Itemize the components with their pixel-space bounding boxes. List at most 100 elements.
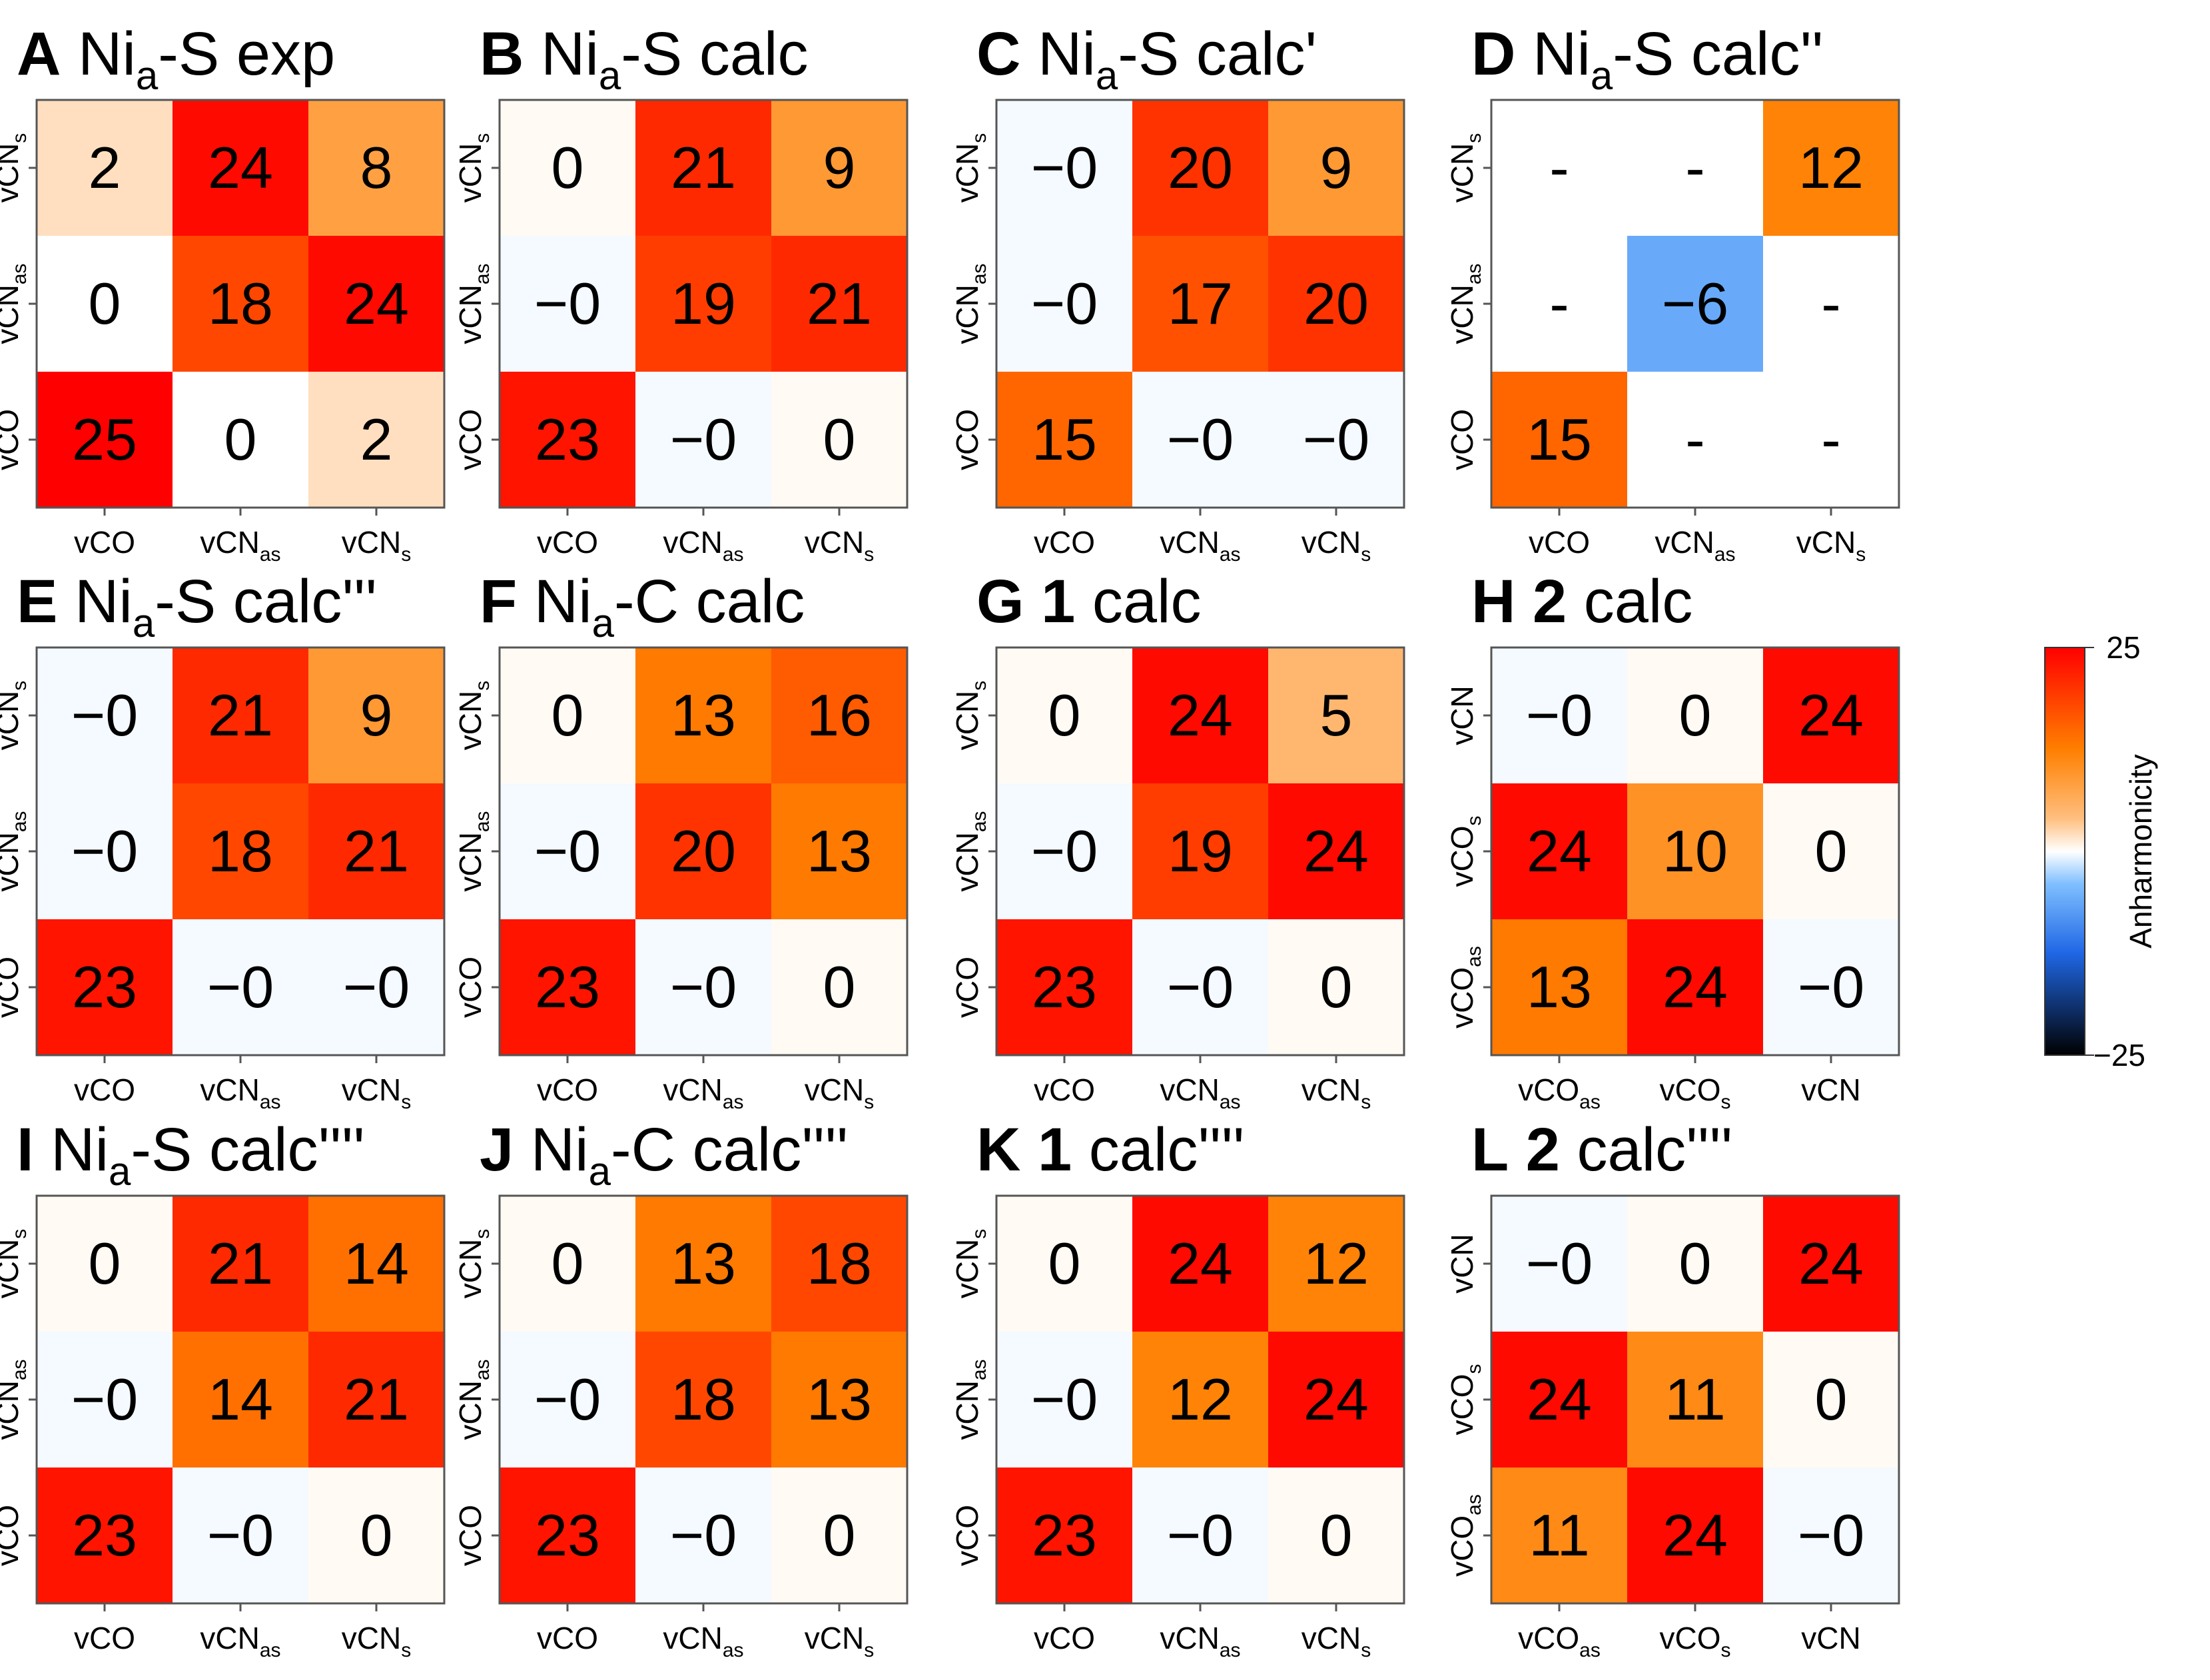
heatmap-cell	[771, 919, 907, 1055]
x-tick-label-sub: as	[1220, 1091, 1241, 1113]
y-tick-label-main: vCO	[950, 957, 984, 1018]
x-tick-label-sub: as	[723, 1091, 744, 1113]
y-tick-label-main: vCN	[1445, 685, 1479, 745]
cell-value-label: 20	[1168, 135, 1233, 201]
heatmap-cell	[996, 647, 1132, 783]
heatmap-cell	[37, 236, 173, 372]
heatmap-cell	[771, 647, 907, 783]
panel-title-sub: a	[133, 601, 155, 645]
y-tick-label-main: vCN	[0, 832, 25, 891]
x-tick-label-sub: s	[1856, 544, 1866, 566]
cell-value-label: −0	[670, 954, 737, 1020]
cell-value-label: 24	[1662, 1502, 1728, 1568]
heatmap-cell	[173, 919, 308, 1055]
x-tick-label: vCO	[1529, 525, 1590, 560]
heatmap-cell	[635, 236, 771, 372]
panel-title: I Nia-S calc''''	[17, 1116, 365, 1194]
x-tick-label-sub: s	[1361, 1639, 1371, 1661]
heatmap-cell	[1132, 1196, 1268, 1332]
x-tick-label-main: vCN	[200, 1072, 259, 1107]
x-tick-label: vCO	[537, 1621, 598, 1655]
panel-title: A Nia-S exp	[17, 20, 335, 98]
x-tick-label-main: vCN	[1301, 1621, 1361, 1655]
x-tick-label-main: vCN	[342, 1621, 401, 1655]
cell-value-label: 24	[1527, 818, 1592, 884]
cell-value-label: −0	[1167, 954, 1234, 1020]
panel-title-gap	[61, 20, 78, 88]
x-tick-label: vCNs	[805, 525, 874, 566]
heatmap-cell	[635, 647, 771, 783]
x-tick-label-main: vCO	[1034, 525, 1095, 560]
y-tick-label: vCO	[1445, 409, 1479, 470]
y-tick-label: vCNas	[453, 811, 494, 891]
panel-title-main: Ni	[75, 568, 133, 635]
panel-letter: E	[17, 568, 57, 635]
heatmap-cell	[1763, 1196, 1899, 1332]
cell-value-label: −0	[1167, 406, 1234, 472]
x-tick-label: vCN	[1801, 1072, 1860, 1107]
x-tick-label-main: vCO	[1660, 1072, 1721, 1107]
x-tick-label-main: vCN	[1801, 1621, 1860, 1655]
x-tick-label-main: vCN	[1655, 525, 1714, 560]
x-tick-label-main: vCN	[342, 525, 401, 560]
heatmap-cell	[1268, 1332, 1404, 1468]
cell-value-label: 0	[89, 1230, 121, 1296]
colorbar-title: Anharmonicity	[2123, 754, 2158, 948]
y-tick-label-main: vCN	[0, 1380, 25, 1440]
heatmap-cell	[500, 372, 635, 508]
cell-value-label: 0	[823, 1502, 856, 1568]
x-tick-label: vCN	[1801, 1621, 1860, 1655]
y-tick-label: vCOas	[1445, 1494, 1485, 1577]
x-tick-label-sub: as	[1220, 1639, 1241, 1661]
x-tick-label-sub: s	[1721, 1639, 1731, 1661]
x-tick-label-main: vCO	[74, 525, 135, 560]
x-tick-label: vCNs	[1301, 1621, 1371, 1661]
cell-value-label: 12	[1168, 1366, 1233, 1432]
heatmap-cell	[500, 1196, 635, 1332]
cell-value-label: −0	[1031, 818, 1098, 884]
heatmap-cell	[173, 1468, 308, 1603]
colorbar-min-label: −25	[2093, 1038, 2145, 1072]
x-tick-label-sub: as	[723, 1639, 744, 1661]
cell-value-label: −0	[207, 954, 274, 1020]
cell-value-label: 12	[1798, 135, 1864, 201]
cell-value-label: 21	[344, 1366, 409, 1432]
cell-value-label: 21	[208, 682, 273, 748]
panel-title-main: 1	[1038, 1116, 1072, 1184]
heatmap-cell	[37, 100, 173, 236]
y-tick-label-sub: s	[968, 681, 990, 691]
heatmap-cell	[308, 1196, 444, 1332]
heatmap-cell	[1132, 236, 1268, 372]
heatmap-cell	[771, 100, 907, 236]
heatmap-cell	[1763, 919, 1899, 1055]
cell-value-label: 8	[360, 135, 393, 201]
y-tick-label-sub: s	[1463, 816, 1485, 826]
x-tick-label: vCNs	[342, 1621, 411, 1661]
cell-value-label: 0	[552, 1230, 584, 1296]
heatmap-cell	[37, 647, 173, 783]
heatmap-cell	[37, 1468, 173, 1603]
panel-letter: J	[480, 1116, 514, 1184]
cell-value-label: −0	[343, 954, 410, 1020]
colorbar-max-label: 25	[2106, 630, 2140, 665]
x-tick-label-sub: s	[864, 1091, 874, 1113]
cell-value-label: 12	[1303, 1230, 1369, 1296]
cell-value-label: −0	[1031, 270, 1098, 336]
x-tick-label-main: vCO	[1660, 1621, 1721, 1655]
x-tick-label: vCNas	[1160, 1621, 1240, 1661]
heatmap-cell	[1132, 783, 1268, 919]
heatmap-cell	[1491, 919, 1627, 1055]
y-tick-label-sub: as	[968, 263, 990, 284]
cell-value-label: 11	[1664, 1366, 1725, 1432]
panel-title-rest: calc''''	[1560, 1116, 1732, 1184]
heatmap-cell	[1763, 647, 1899, 783]
x-tick-label: vCNs	[805, 1621, 874, 1661]
y-tick-label-main: vCO	[453, 1505, 488, 1566]
heatmap-cell	[1491, 647, 1627, 783]
cell-value-label: −0	[71, 1366, 138, 1432]
heatmap-cell	[1132, 647, 1268, 783]
panel-title-rest: calc	[1567, 568, 1692, 635]
